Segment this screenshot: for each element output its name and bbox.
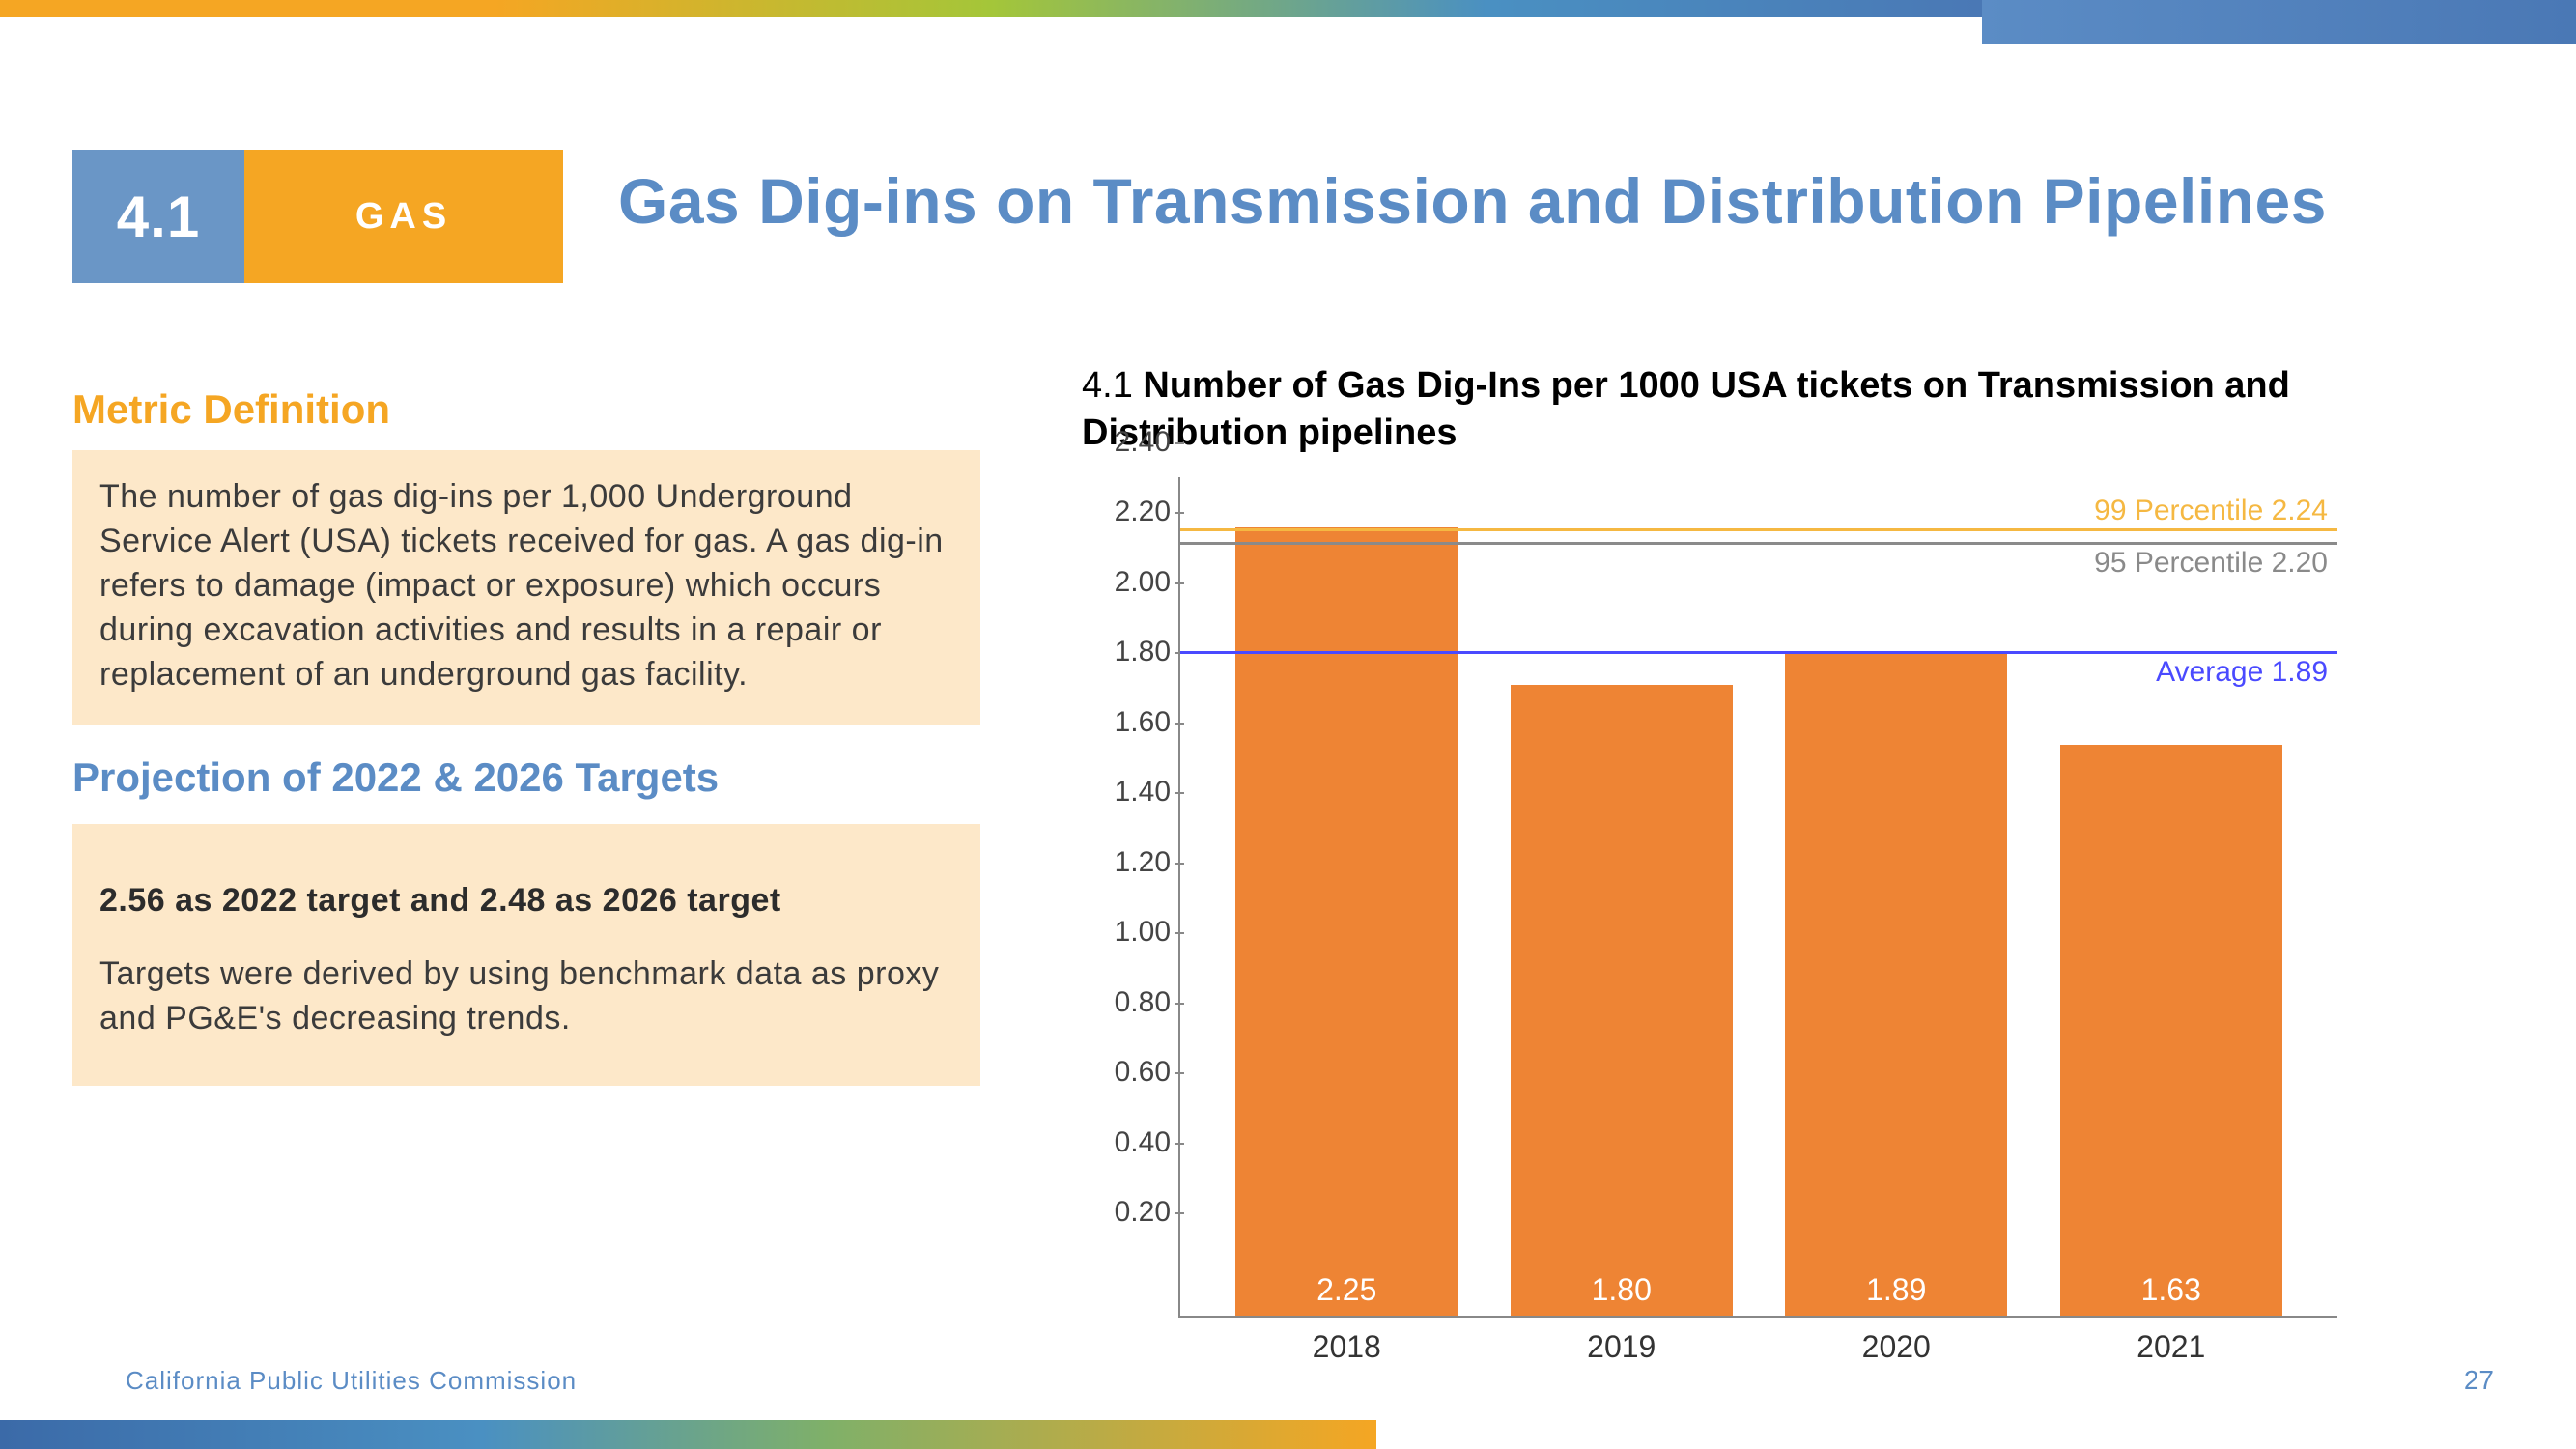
bar: 2.25	[1235, 527, 1458, 1316]
y-axis-tick: 0.40	[1084, 1126, 1171, 1159]
bar-value-label: 1.80	[1511, 1272, 1733, 1308]
x-axis-label: 2020	[1862, 1329, 1931, 1365]
bar: 1.89	[1785, 654, 2007, 1316]
top-right-block	[1982, 0, 2576, 44]
bottom-gradient-bar	[0, 1420, 1376, 1449]
metric-definition-text: The number of gas dig-ins per 1,000 Unde…	[99, 475, 953, 696]
y-axis-tick: 1.80	[1084, 636, 1171, 668]
y-axis-tick: 1.40	[1084, 776, 1171, 809]
chart-title-bold: Number of Gas Dig-Ins per 1000 USA ticke…	[1082, 365, 2290, 453]
bar-slot: 1.802019	[1511, 685, 1733, 1316]
p95-reference-line	[1180, 542, 2337, 545]
y-axis-tick: 2.20	[1084, 496, 1171, 528]
metric-definition-box: The number of gas dig-ins per 1,000 Unde…	[72, 450, 980, 725]
y-axis-tick: 2.00	[1084, 566, 1171, 599]
slide-header: 4.1 GAS	[72, 150, 563, 283]
y-axis-tick: 0.20	[1084, 1196, 1171, 1229]
bar: 1.63	[2060, 745, 2282, 1316]
targets-box: 2.56 as 2022 target and 2.48 as 2026 tar…	[72, 824, 980, 1086]
page-title: Gas Dig-ins on Transmission and Distribu…	[618, 164, 2327, 238]
y-axis-tick: 1.20	[1084, 846, 1171, 879]
y-axis-tick: 1.60	[1084, 706, 1171, 739]
p99-reference-label: 99 Percentile 2.24	[2094, 495, 2328, 527]
footer-org: California Public Utilities Commission	[126, 1366, 577, 1396]
bar-slot: 1.892020	[1785, 654, 2007, 1316]
bar-slot: 1.632021	[2060, 745, 2282, 1316]
p95-reference-label: 95 Percentile 2.20	[2094, 547, 2328, 580]
chart-container: 4.1 Number of Gas Dig-Ins per 1000 USA t…	[1082, 362, 2376, 1318]
y-axis-tick: 2.40	[1084, 426, 1171, 459]
targets-bold-line: 2.56 as 2022 target and 2.48 as 2026 tar…	[99, 882, 953, 920]
x-axis-label: 2019	[1587, 1329, 1656, 1365]
x-axis-label: 2018	[1313, 1329, 1381, 1365]
bar-value-label: 1.63	[2060, 1272, 2282, 1308]
p99-reference-line	[1180, 528, 2337, 531]
projection-heading: Projection of 2022 & 2026 Targets	[72, 754, 980, 801]
y-axis-tick: 1.00	[1084, 916, 1171, 949]
section-number-badge: 4.1	[72, 150, 244, 283]
avg-reference-line	[1180, 651, 2337, 654]
targets-body-text: Targets were derived by using benchmark …	[99, 952, 953, 1041]
bar-value-label: 2.25	[1235, 1272, 1458, 1308]
page-number: 27	[2464, 1365, 2494, 1396]
bars-area: 2.2520181.8020191.8920201.632021	[1180, 477, 2337, 1316]
x-axis-label: 2021	[2137, 1329, 2205, 1365]
left-column: Metric Definition The number of gas dig-…	[72, 386, 980, 1086]
y-axis-tick: 0.60	[1084, 1056, 1171, 1089]
chart-plot-area: 2.2520181.8020191.8920201.632021 2.402.2…	[1178, 477, 2337, 1318]
bar-slot: 2.252018	[1235, 527, 1458, 1316]
section-tag-badge: GAS	[244, 150, 563, 283]
y-axis-tick: 0.80	[1084, 986, 1171, 1019]
top-gradient-bar	[0, 0, 1982, 17]
chart-title: 4.1 Number of Gas Dig-Ins per 1000 USA t…	[1082, 362, 2376, 458]
bar: 1.80	[1511, 685, 1733, 1316]
bar-value-label: 1.89	[1785, 1272, 2007, 1308]
metric-definition-heading: Metric Definition	[72, 386, 980, 433]
chart-title-prefix: 4.1	[1082, 365, 1143, 406]
avg-reference-label: Average 1.89	[2156, 656, 2328, 689]
